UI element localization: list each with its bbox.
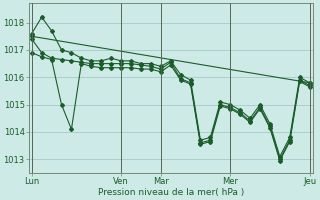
X-axis label: Pression niveau de la mer( hPa ): Pression niveau de la mer( hPa ): [98, 188, 244, 197]
